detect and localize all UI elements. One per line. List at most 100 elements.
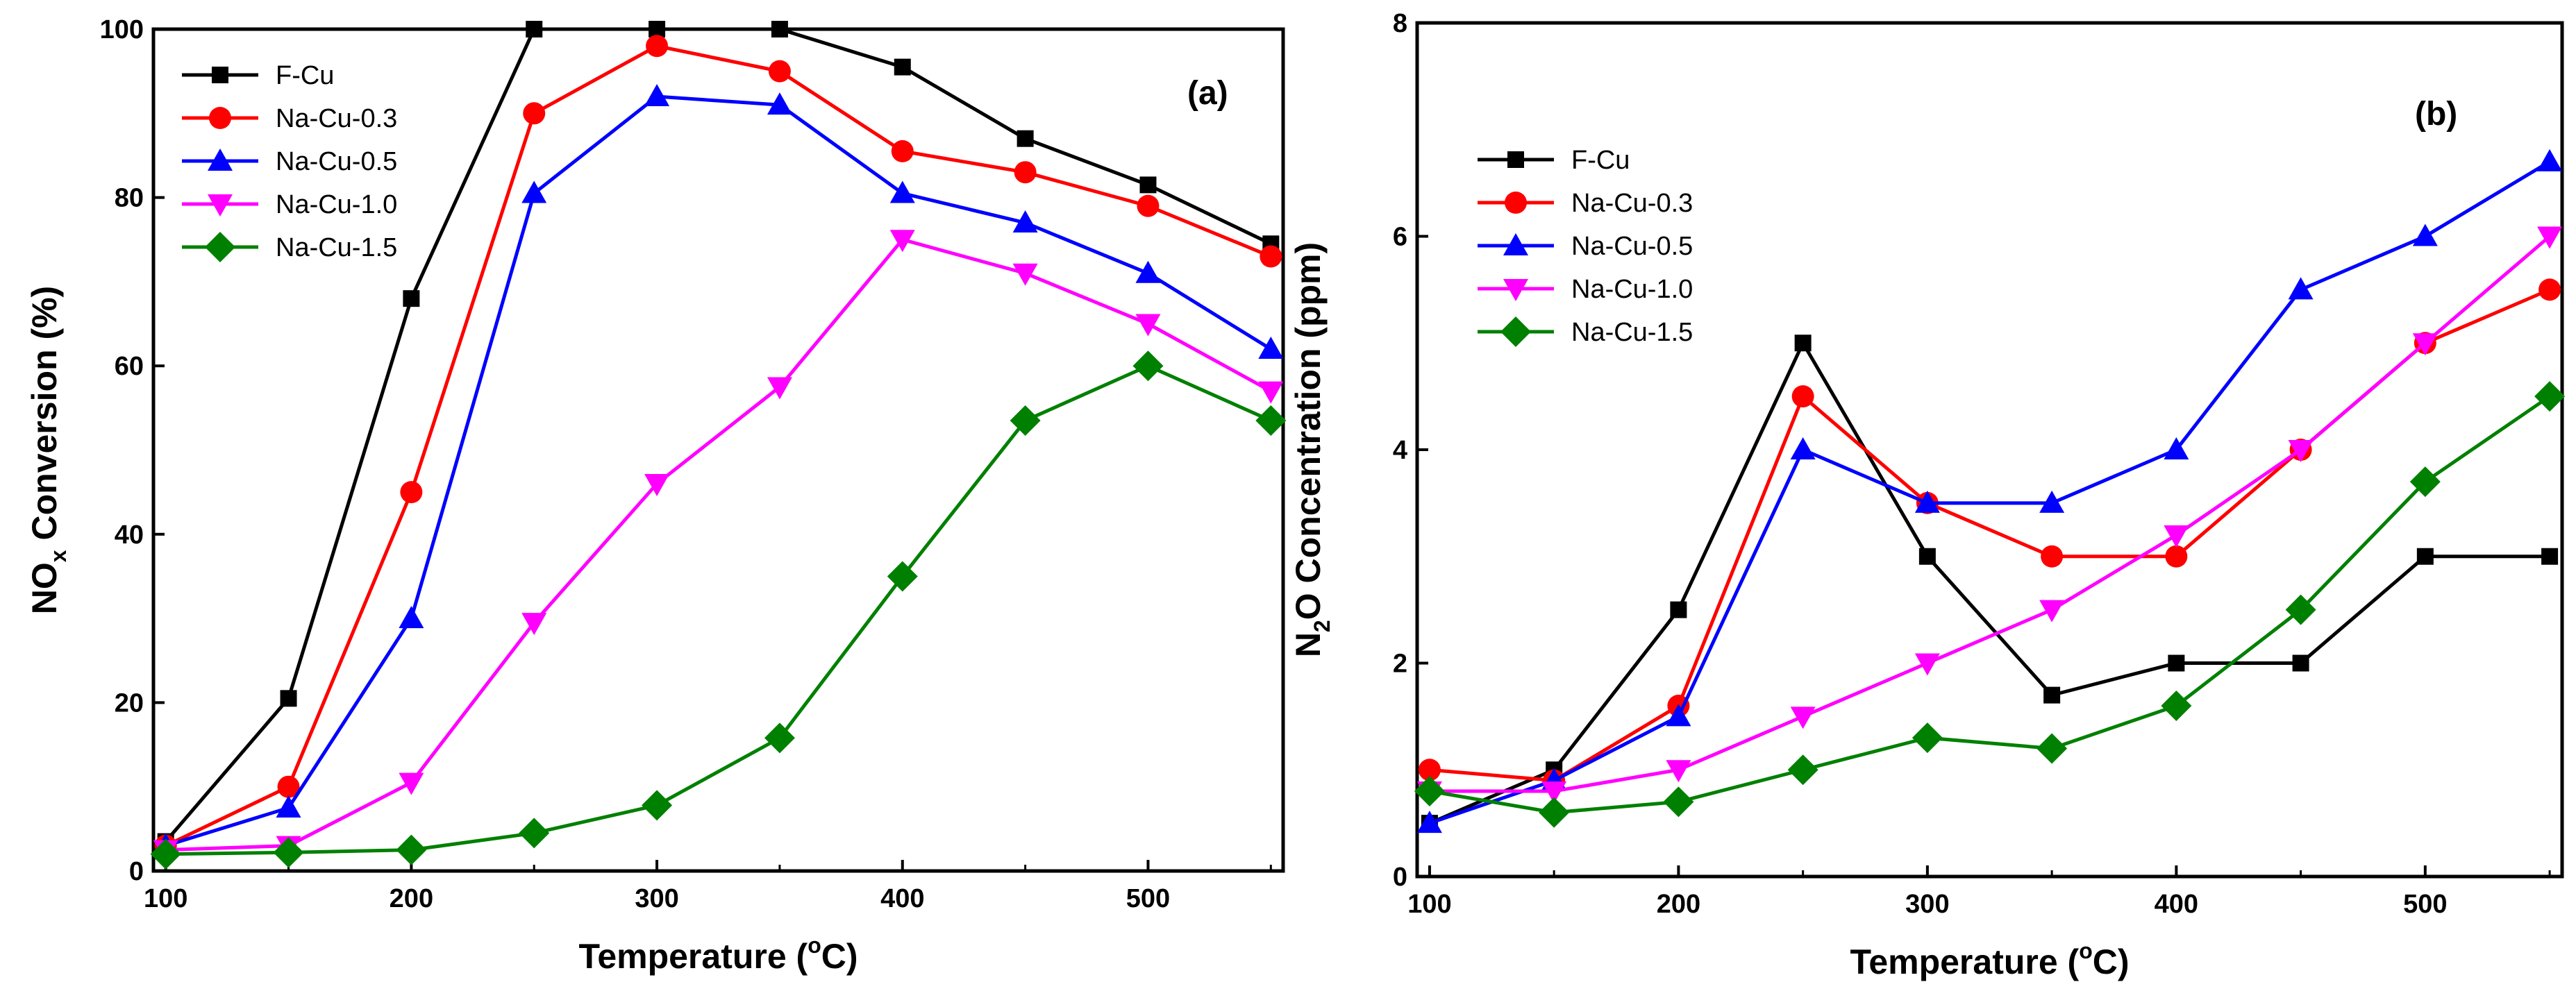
data-point bbox=[1912, 722, 1943, 754]
data-point bbox=[1017, 130, 1034, 147]
data-point bbox=[400, 481, 423, 504]
data-point bbox=[2041, 545, 2064, 568]
panel-a: 100 200 300 400 500 0 20 40 60 80 100 Temperature (… bbox=[25, 15, 1287, 976]
data-point bbox=[2292, 654, 2309, 672]
legend-marker bbox=[1503, 233, 1528, 255]
x-axis-title-main: Temperature ( bbox=[578, 937, 808, 976]
legend-marker bbox=[205, 232, 235, 262]
data-point bbox=[767, 92, 792, 115]
panel-label: (a) bbox=[1187, 75, 1228, 112]
x-axis-title-sup: o bbox=[2079, 938, 2093, 963]
series-line bbox=[164, 27, 1272, 843]
x-axis-title-sup: o bbox=[808, 933, 821, 958]
data-point bbox=[642, 790, 673, 821]
data-point bbox=[644, 84, 670, 107]
series-F-Cu bbox=[157, 21, 1280, 850]
data-point bbox=[1666, 760, 1691, 783]
data-point bbox=[767, 377, 792, 400]
data-point bbox=[2039, 600, 2065, 623]
x-tick-label: 100 bbox=[1407, 890, 1451, 919]
y-tick-label: 8 bbox=[1393, 9, 1407, 38]
data-point bbox=[1010, 405, 1041, 437]
data-point bbox=[1790, 437, 1816, 459]
y-tick-label: 2 bbox=[1393, 650, 1407, 679]
series-Na-Cu-0.5 bbox=[153, 84, 1284, 856]
y-tick-label: 100 bbox=[100, 15, 144, 44]
data-point bbox=[2036, 733, 2068, 764]
data-point bbox=[1135, 260, 1161, 283]
legend-marker bbox=[1500, 316, 1531, 347]
x-tick-label: 100 bbox=[144, 884, 187, 913]
legend-entry: Na-Cu-0.3 bbox=[182, 104, 397, 133]
legend-entry: Na-Cu-0.5 bbox=[1478, 232, 1693, 261]
data-point bbox=[1663, 786, 1694, 818]
legend-marker bbox=[1505, 192, 1527, 214]
series-line bbox=[1429, 395, 2551, 815]
y-axis-title-main: N bbox=[1289, 632, 1328, 657]
y-axis-title: N2O Concentration (ppm) bbox=[1289, 242, 1335, 657]
data-point bbox=[1014, 161, 1037, 184]
data-point bbox=[1258, 336, 1284, 359]
data-point bbox=[403, 290, 420, 307]
series-line bbox=[1429, 288, 2551, 783]
data-point bbox=[2416, 548, 2434, 565]
data-point bbox=[2164, 437, 2189, 459]
x-axis-title: Temperature (oC) bbox=[1850, 938, 2129, 981]
data-point bbox=[2288, 440, 2314, 462]
x-tick-label: 400 bbox=[2155, 890, 2198, 919]
data-point bbox=[2539, 278, 2561, 301]
data-point bbox=[1918, 548, 1936, 565]
data-point bbox=[649, 21, 666, 37]
series-line bbox=[165, 364, 1272, 856]
data-point bbox=[644, 474, 670, 497]
data-point bbox=[521, 180, 547, 203]
legend-label: F-Cu bbox=[1571, 146, 1630, 175]
legend-entry: Na-Cu-1.0 bbox=[182, 190, 397, 219]
data-point bbox=[889, 180, 915, 203]
legend-marker bbox=[1507, 151, 1524, 168]
data-point bbox=[1012, 263, 1038, 286]
y-tick-label: 80 bbox=[115, 184, 144, 213]
y-tick-label: 6 bbox=[1393, 223, 1407, 252]
y-axis-title-sub: 2 bbox=[1310, 620, 1335, 632]
data-point bbox=[1416, 811, 1442, 833]
data-point bbox=[1914, 653, 1940, 676]
y-tick-label: 20 bbox=[115, 688, 144, 718]
legend-entry: Na-Cu-1.5 bbox=[182, 232, 397, 262]
data-point bbox=[646, 35, 669, 58]
series-line bbox=[165, 94, 1272, 847]
legend-label: Na-Cu-1.0 bbox=[1571, 275, 1693, 304]
series-Na-Cu-1.5 bbox=[150, 350, 1287, 870]
legend-marker bbox=[208, 149, 233, 171]
data-point bbox=[2043, 686, 2061, 704]
legend-entry: Na-Cu-0.5 bbox=[182, 147, 397, 176]
data-point bbox=[2165, 545, 2188, 568]
data-point bbox=[889, 230, 915, 253]
x-tick-label: 300 bbox=[635, 884, 678, 913]
data-point bbox=[2039, 490, 2065, 513]
data-point bbox=[2537, 149, 2563, 171]
series-line bbox=[1428, 339, 2550, 825]
legend-entry: Na-Cu-1.5 bbox=[1478, 316, 1693, 347]
data-point bbox=[2412, 223, 2438, 246]
data-point bbox=[2288, 277, 2314, 300]
data-point bbox=[1539, 797, 1570, 828]
data-point bbox=[1790, 706, 1816, 729]
data-point bbox=[1137, 194, 1160, 217]
panel-label: (b) bbox=[2415, 96, 2457, 133]
x-tick-label: 300 bbox=[1905, 890, 1949, 919]
data-point bbox=[1414, 776, 1445, 806]
data-point bbox=[1670, 601, 1687, 618]
x-axis-title: Temperature (oC) bbox=[578, 933, 858, 976]
data-point bbox=[521, 613, 547, 636]
series-Na-Cu-1.0 bbox=[1416, 226, 2563, 804]
data-point bbox=[1787, 754, 1818, 786]
data-point bbox=[2537, 226, 2563, 249]
y-axis-title-sub: x bbox=[46, 550, 71, 562]
x-axis-title-tail: C) bbox=[2093, 942, 2130, 981]
data-point bbox=[399, 606, 424, 629]
y-tick-label: 4 bbox=[1393, 436, 1407, 465]
data-point bbox=[396, 834, 427, 865]
data-point bbox=[2412, 333, 2438, 356]
